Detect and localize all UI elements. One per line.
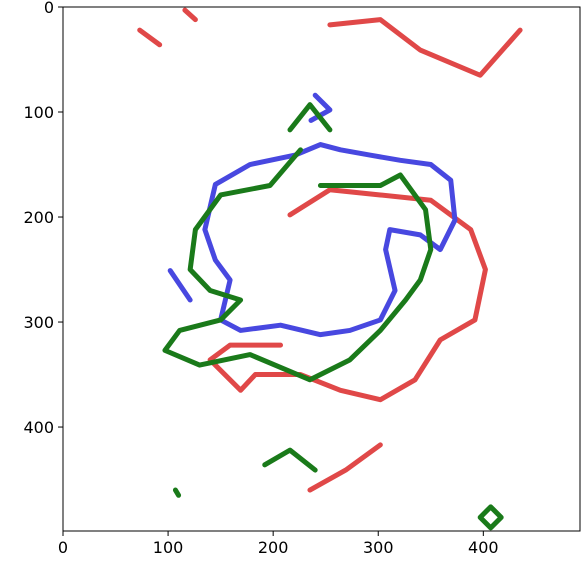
x-tick-label: 100	[153, 538, 184, 557]
chart: 0 100 200 300 400 0 100 200 300 400	[0, 0, 581, 567]
x-tick-label: 0	[58, 538, 68, 557]
x-tick-label: 200	[258, 538, 289, 557]
contour-line	[480, 507, 501, 528]
y-tick-label: 400	[23, 418, 54, 437]
contour-line	[265, 450, 315, 470]
y-tick-label: 300	[23, 313, 54, 332]
axes-frame	[63, 7, 580, 531]
x-tick-label: 400	[468, 538, 499, 557]
plot-area	[140, 10, 520, 528]
contour-line	[210, 190, 485, 400]
contour-line	[205, 145, 455, 335]
contour-line	[290, 105, 330, 130]
contour-line	[170, 271, 190, 300]
contour-line	[140, 30, 160, 45]
contour-line	[310, 445, 380, 490]
contour-line	[175, 490, 178, 495]
y-tick-label: 100	[23, 103, 54, 122]
contour-line	[330, 20, 520, 76]
x-tick-label: 300	[363, 538, 394, 557]
y-tick-label: 200	[23, 208, 54, 227]
y-tick-label: 0	[44, 0, 54, 17]
contour-line	[185, 10, 196, 19]
